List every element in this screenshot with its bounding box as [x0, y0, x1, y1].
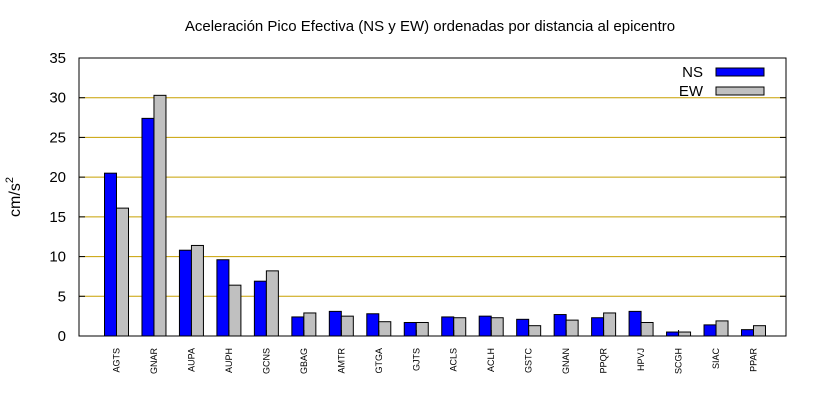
y-tick-label: 35 — [49, 50, 66, 67]
y-tick-label: 20 — [49, 169, 66, 186]
x-tick-label: ACLH — [486, 348, 496, 372]
legend-swatch-ns — [715, 67, 765, 77]
y-tick-label: 30 — [49, 90, 66, 107]
bar-ns-gnar — [141, 117, 155, 337]
bar-ns-acls — [441, 316, 455, 337]
bar-ns-ppqr — [591, 317, 605, 337]
bar-ew-gbag — [303, 312, 317, 337]
bar-ns-amtr — [328, 310, 342, 337]
y-tick-label: 10 — [49, 249, 66, 266]
bar-ew-aclh — [490, 317, 504, 337]
bar-ns-gbag — [291, 316, 305, 337]
x-axis-labels: AGTS GNAR AUPA AUPH GCNS GBAG AMTR GTGA GJTS ACLS… — [112, 330, 758, 375]
bar-ns-siac — [703, 324, 717, 337]
bar-ns-hpvj — [628, 310, 642, 337]
legend-swatch-ew — [715, 86, 765, 96]
bars — [104, 94, 766, 337]
x-tick-label: HPVJ — [636, 348, 646, 371]
bar-ew-auph — [228, 284, 242, 337]
x-tick-label: AMTR — [336, 348, 346, 374]
x-tick-label: AUPA — [186, 348, 196, 372]
chart-title: Aceleración Pico Efectiva (NS y EW) orde… — [185, 18, 675, 35]
bar-ew-aupa — [190, 244, 204, 337]
y-axis-ticks: 0 5 10 15 20 25 30 35 — [49, 50, 786, 345]
bar-ns-scgh — [666, 331, 680, 337]
x-tick-label: GNAN — [561, 348, 571, 374]
x-tick-label: SCGH — [674, 348, 684, 374]
x-tick-label: PPQR — [599, 348, 609, 374]
bar-ns-gtga — [366, 313, 380, 337]
x-tick-label: GTGA — [374, 348, 384, 374]
bar-ew-amtr — [340, 315, 354, 337]
y-tick-label: 15 — [49, 209, 66, 226]
bar-ew-acls — [453, 317, 467, 337]
bar-ns-ppar — [740, 329, 754, 337]
bar-ew-gnar — [153, 94, 167, 337]
bar-ns-gcns — [253, 280, 267, 337]
legend-label-ew: EW — [679, 83, 704, 100]
x-tick-label: GJTS — [411, 348, 421, 371]
y-axis-label: cm/s2 — [4, 177, 24, 217]
bar-ns-gnan — [553, 314, 567, 337]
bar-ew-siac — [715, 320, 729, 337]
x-tick-label: GCNS — [261, 348, 271, 374]
y-tick-label: 5 — [58, 288, 66, 305]
bar-ew-scgh — [678, 331, 692, 337]
bar-ns-gjts — [403, 321, 417, 337]
bar-ew-gstc — [528, 325, 542, 337]
bar-ns-aupa — [178, 249, 192, 337]
bar-ew-hpvj — [640, 321, 654, 337]
bar-ew-gcns — [265, 270, 279, 337]
bar-ns-aclh — [478, 315, 492, 337]
bar-ns-gstc — [516, 318, 530, 337]
bar-ns-agts — [104, 172, 117, 337]
bar-ew-agts — [116, 207, 129, 337]
x-tick-label: SIAC — [711, 348, 721, 370]
bar-ew-gtga — [378, 321, 392, 337]
bar-ns-auph — [216, 259, 230, 337]
legend: NS EW — [679, 64, 765, 100]
bar-ew-ppar — [752, 325, 766, 337]
plot-frame — [78, 57, 787, 337]
x-tick-label: GNAR — [149, 348, 159, 375]
bar-ew-gnan — [565, 319, 579, 337]
x-tick-label: PPAR — [748, 348, 758, 372]
y-tick-label: 25 — [49, 129, 66, 146]
x-tick-label: AUPH — [224, 348, 234, 373]
legend-label-ns: NS — [682, 64, 703, 81]
y-tick-label: 0 — [58, 328, 66, 345]
bar-ew-ppqr — [603, 312, 617, 337]
x-tick-label: ACLS — [449, 348, 459, 372]
x-tick-label: GBAG — [299, 348, 309, 374]
bar-ew-gjts — [415, 321, 429, 337]
x-tick-label: GSTC — [524, 348, 534, 374]
x-tick-label: AGTS — [112, 348, 122, 373]
